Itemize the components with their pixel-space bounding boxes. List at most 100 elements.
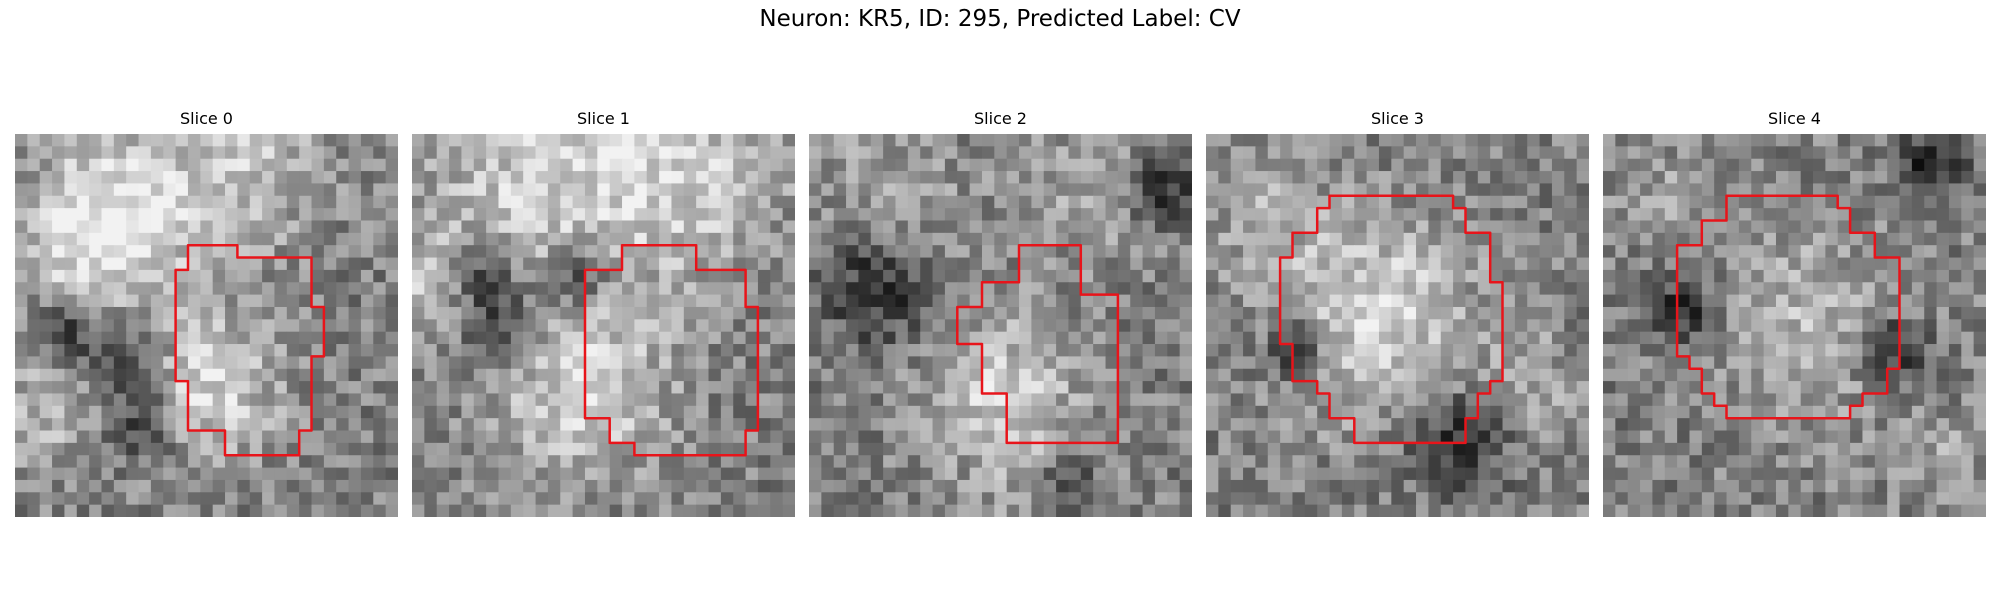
- pixel: [1329, 331, 1343, 345]
- pixel: [1230, 232, 1244, 246]
- pixel: [572, 492, 586, 506]
- pixel: [1243, 319, 1256, 333]
- pixel: [1924, 442, 1937, 456]
- pixel: [757, 479, 771, 493]
- pixel: [1093, 183, 1106, 197]
- pixel: [1775, 232, 1789, 246]
- pixel: [498, 232, 512, 246]
- pixel: [1948, 294, 1962, 308]
- pixel: [1403, 146, 1417, 160]
- pixel: [1440, 442, 1454, 456]
- pixel: [1664, 257, 1678, 271]
- pixel: [1117, 245, 1131, 258]
- pixel: [1391, 368, 1405, 382]
- pixel: [1378, 368, 1392, 382]
- pixel: [473, 232, 487, 246]
- pixel: [1887, 368, 1900, 382]
- pixel: [1527, 442, 1540, 456]
- pixel: [126, 220, 139, 234]
- pixel: [1304, 344, 1318, 357]
- pixel: [1837, 504, 1851, 517]
- pixel: [113, 442, 127, 456]
- pixel: [15, 418, 28, 431]
- pixel: [671, 368, 685, 382]
- pixel: [1564, 442, 1578, 456]
- pixel: [883, 294, 896, 308]
- pixel: [449, 368, 462, 382]
- pixel: [1948, 146, 1962, 160]
- pixel: [1428, 134, 1442, 147]
- pixel: [385, 257, 398, 271]
- pixel: [262, 504, 275, 517]
- pixel: [225, 492, 238, 506]
- pixel: [1677, 319, 1690, 333]
- pixel: [1763, 430, 1777, 444]
- pixel: [424, 442, 438, 456]
- pixel: [560, 356, 574, 370]
- pixel: [1267, 183, 1281, 197]
- pixel: [671, 430, 685, 444]
- pixel: [1576, 294, 1589, 308]
- pixel: [1068, 294, 1082, 308]
- pixel: [994, 269, 1008, 283]
- pixel: [920, 331, 933, 345]
- pixel: [249, 442, 263, 456]
- pixel: [646, 269, 660, 283]
- pixel: [1763, 344, 1777, 357]
- pixel: [1911, 504, 1925, 517]
- pixel: [89, 430, 102, 444]
- pixel: [1763, 146, 1777, 160]
- pixel: [1068, 368, 1082, 382]
- pixel: [1391, 344, 1405, 357]
- pixel: [175, 294, 189, 308]
- pixel: [1911, 393, 1925, 407]
- pixel: [560, 492, 574, 506]
- pixel: [1428, 146, 1442, 160]
- pixel: [299, 306, 312, 320]
- pixel: [1068, 430, 1082, 444]
- pixel: [212, 319, 226, 333]
- pixel: [311, 430, 325, 444]
- pixel: [1465, 158, 1479, 172]
- pixel: [1080, 467, 1094, 481]
- pixel: [1167, 232, 1181, 246]
- pixel: [385, 183, 398, 197]
- pixel: [1564, 405, 1578, 419]
- pixel: [1502, 331, 1516, 345]
- pixel: [782, 282, 795, 296]
- pixel: [1775, 269, 1789, 283]
- pixel: [1664, 331, 1678, 345]
- pixel: [1465, 282, 1479, 296]
- pixel: [572, 269, 586, 283]
- pixel: [833, 183, 847, 197]
- pixel: [821, 393, 835, 407]
- pixel: [187, 467, 201, 481]
- pixel: [659, 467, 672, 481]
- pixel: [1206, 418, 1219, 431]
- pixel: [473, 245, 487, 258]
- pixel: [1465, 418, 1479, 431]
- pixel: [1428, 356, 1442, 370]
- pixel: [1887, 171, 1900, 184]
- pixel: [720, 331, 734, 345]
- pixel: [745, 306, 759, 320]
- pixel: [1813, 195, 1826, 209]
- pixel: [1874, 171, 1888, 184]
- pixel: [1267, 282, 1281, 296]
- pixel: [1726, 381, 1740, 394]
- pixel: [436, 492, 450, 506]
- pixel: [1701, 208, 1715, 221]
- pixel: [1514, 492, 1528, 506]
- pixel: [634, 282, 648, 296]
- pixel: [1850, 442, 1863, 456]
- pixel: [622, 504, 635, 517]
- pixel: [262, 467, 275, 481]
- pixel: [1056, 294, 1069, 308]
- pixel: [523, 455, 536, 468]
- pixel: [89, 344, 102, 357]
- pixel: [1936, 455, 1950, 468]
- pixel: [1440, 269, 1454, 283]
- pixel: [1304, 492, 1318, 506]
- pixel: [1564, 331, 1578, 345]
- pixel: [1874, 319, 1888, 333]
